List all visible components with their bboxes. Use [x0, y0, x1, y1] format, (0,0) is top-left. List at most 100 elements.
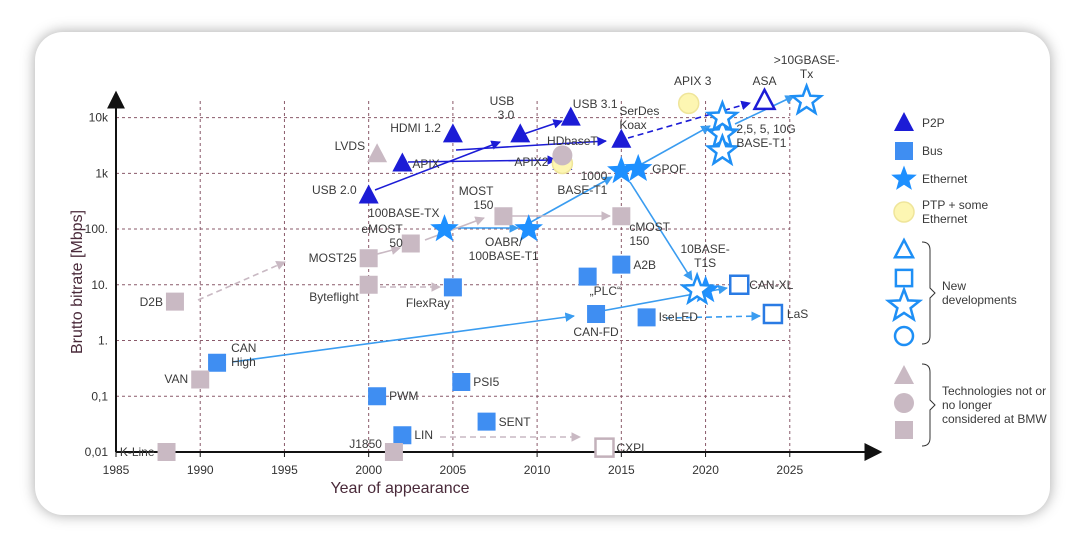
point	[392, 152, 413, 172]
legend-swatch	[894, 365, 914, 384]
point-label: eMOST 50	[361, 221, 403, 250]
legend-label: Ethernet	[922, 172, 968, 186]
point	[552, 145, 573, 166]
legend-label: PTP + some Ethernet	[922, 198, 989, 226]
y-tick-label: 10.	[91, 278, 108, 292]
point	[607, 156, 636, 184]
point	[191, 370, 210, 389]
y-tick-label: 10k	[89, 111, 109, 125]
x-tick-label: 2015	[608, 463, 635, 477]
x-tick-label: 2005	[440, 463, 467, 477]
point-label: USB 3.0	[489, 94, 515, 123]
point	[494, 207, 513, 226]
point	[762, 303, 784, 325]
point	[442, 123, 463, 143]
arrow	[197, 261, 286, 301]
legend-swatch	[893, 201, 915, 223]
point-label: SerDes Koax	[619, 103, 660, 132]
point-label: 1000 BASE-T1	[557, 169, 608, 198]
point-label: USB 3.1	[572, 96, 618, 111]
card	[35, 32, 1050, 515]
point-label: 10BASE- T1S	[680, 242, 730, 271]
point-label: HDMI 1.2	[390, 121, 441, 136]
point	[704, 132, 741, 167]
y-tick-label: 1k	[95, 166, 109, 180]
point-label: CAN High	[231, 340, 257, 369]
legend-label: New developments	[942, 279, 1017, 307]
point-label: SENT	[498, 414, 531, 429]
point-label: APIX2	[514, 154, 549, 169]
point	[165, 292, 184, 311]
point	[401, 234, 420, 253]
point-label: >10GBASE- Tx	[773, 52, 840, 81]
point-label: IseLED	[658, 310, 698, 325]
point	[514, 214, 543, 242]
y-axis-label: Brutto bitrate [Mbps]	[69, 210, 86, 354]
arrow	[627, 100, 751, 139]
legend-swatch	[895, 142, 913, 160]
point	[359, 249, 378, 268]
x-tick-label: 2025	[776, 463, 803, 477]
x-axis-label: Year of appearance	[330, 480, 469, 497]
y-tick-label: 1.	[98, 334, 108, 348]
point-label: USB 2.0	[311, 182, 357, 197]
point	[637, 308, 656, 327]
point	[587, 304, 606, 323]
x-tick-label: 2020	[692, 463, 719, 477]
point	[358, 184, 379, 204]
legend-bracket	[921, 363, 936, 447]
point-label: PWM	[389, 389, 419, 404]
point	[612, 255, 631, 274]
legend-swatch	[893, 325, 915, 347]
legend-swatch	[894, 268, 914, 288]
legend-swatch	[891, 165, 917, 190]
point-label: VAN	[164, 372, 189, 387]
point-label: ASA	[752, 73, 777, 88]
point-label: MOST25	[308, 251, 357, 266]
point-label: CAN-XL	[749, 277, 794, 292]
legend-label: Bus	[922, 144, 943, 158]
point-label: APIX	[412, 156, 440, 171]
point-label: 2,5, 5, 10G BASE-T1	[736, 122, 796, 151]
point-label: Byteflight	[309, 289, 359, 304]
point-label: D2B	[139, 294, 163, 309]
point-label: GPOF	[652, 161, 687, 176]
legend-swatch	[892, 237, 916, 259]
point	[594, 437, 615, 458]
point-label: PSI5	[473, 375, 500, 390]
point-label: LVDS	[334, 139, 366, 154]
point-label: 100BASE-TX	[368, 206, 440, 221]
point-label: LaS	[786, 306, 809, 321]
point	[679, 271, 715, 306]
arrow	[374, 140, 501, 191]
arrow	[407, 155, 557, 165]
arrow	[530, 176, 613, 223]
point	[452, 373, 471, 392]
point	[677, 92, 700, 115]
arrow	[231, 312, 575, 363]
point-label: FlexRay	[405, 296, 450, 311]
y-tick-label: 0,01	[85, 445, 109, 459]
point	[443, 278, 462, 297]
point	[704, 99, 741, 133]
point-label: HDbaseT	[547, 134, 598, 149]
point-label: LIN	[414, 428, 434, 443]
point	[728, 274, 750, 296]
point	[359, 275, 378, 294]
point	[384, 443, 403, 461]
point-label: OABR/ 100BASE-T1	[468, 235, 539, 264]
point-label: MOST 150	[458, 184, 494, 213]
point	[612, 207, 631, 226]
legend-label: Technologies not or no longer considered…	[942, 384, 1047, 426]
x-tick-label: 1995	[271, 463, 298, 477]
point	[510, 123, 531, 143]
arrow	[629, 181, 693, 281]
legend-swatch	[884, 285, 924, 323]
point	[578, 267, 597, 286]
arrow	[665, 311, 761, 321]
point	[430, 214, 459, 242]
point	[623, 153, 653, 181]
point	[752, 87, 777, 111]
legend-swatch	[894, 393, 914, 413]
